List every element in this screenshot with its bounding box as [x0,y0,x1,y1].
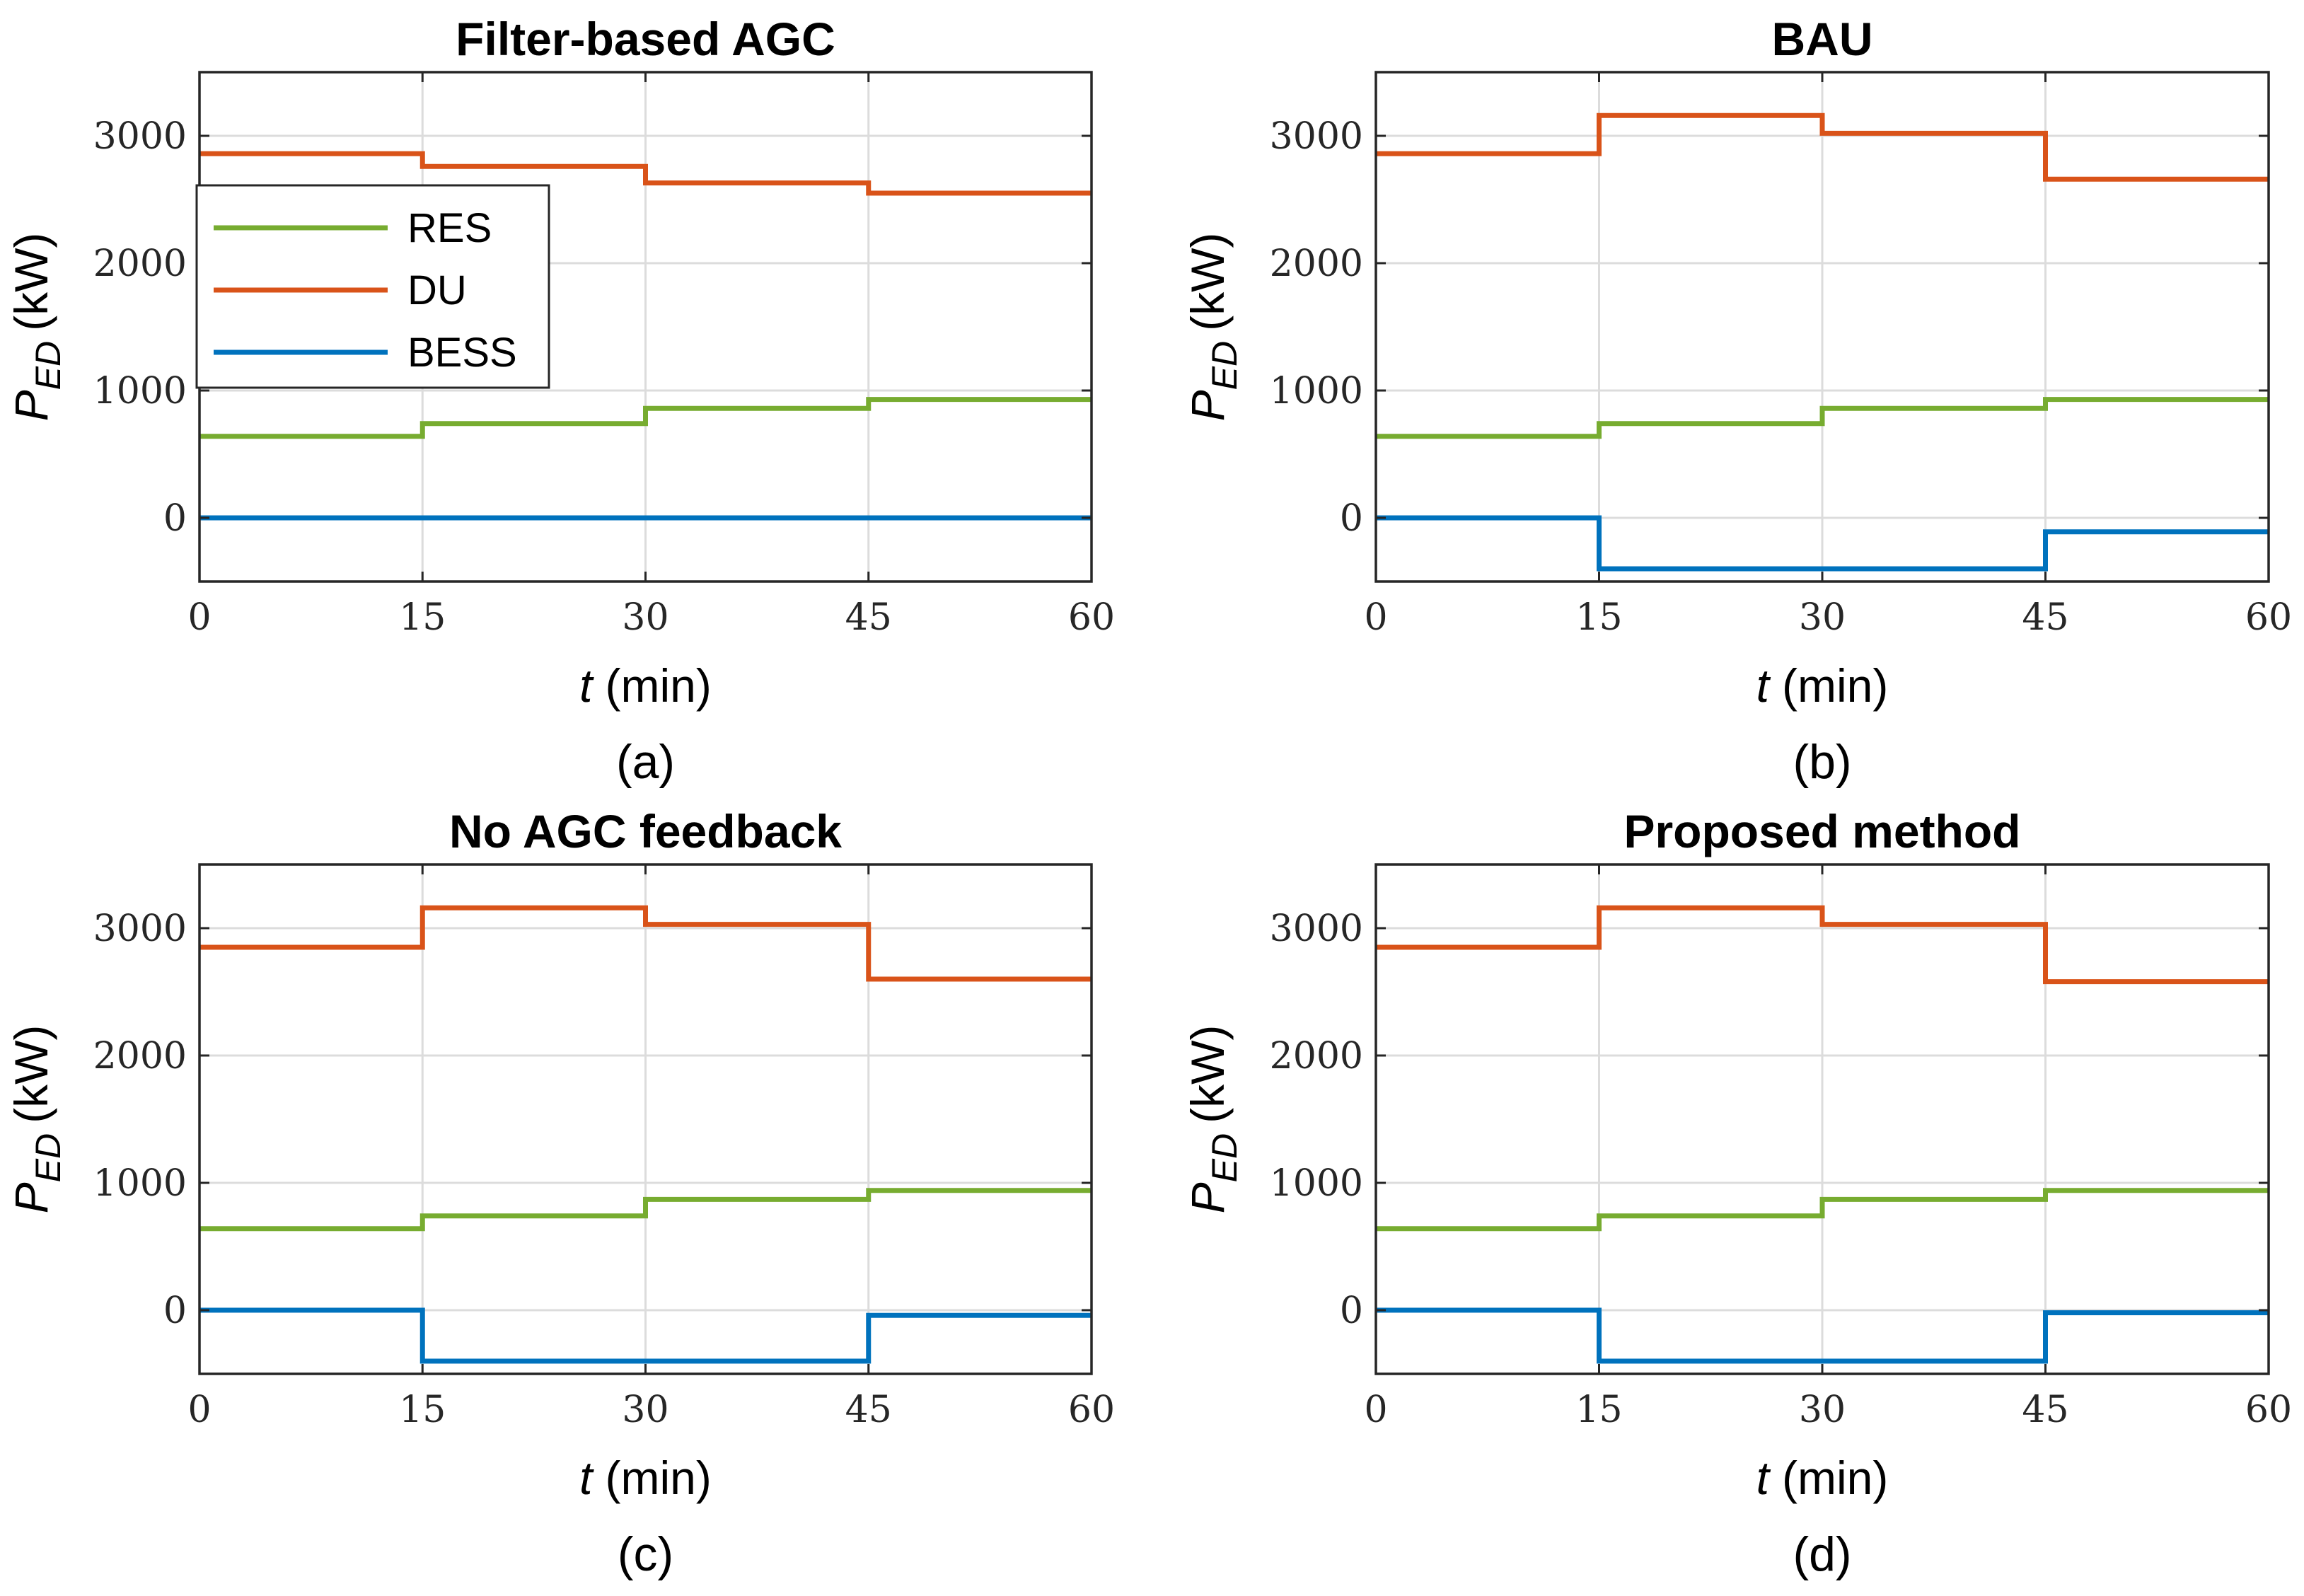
x-axis-label: t (min) [1756,1452,1889,1504]
y-tick-label: 0 [163,497,187,540]
x-tick-label: 60 [2245,1389,2292,1431]
y-tick-label: 3000 [1270,908,1363,950]
x-axis-var: t [579,659,594,712]
panel-caption: (a) [616,735,675,789]
x-tick-label: 15 [1575,596,1622,639]
y-axis-subscript: ED [28,341,68,390]
y-tick-label: 3000 [93,908,187,950]
y-tick-label: 1000 [93,1162,187,1205]
x-tick-label: 0 [1364,596,1387,639]
panel-title: BAU [1772,13,1873,65]
x-tick-label: 30 [622,596,668,639]
x-tick-label: 15 [1575,1389,1622,1431]
series-line-bess [199,1307,1092,1364]
x-axis-unit: (min) [606,1452,712,1504]
x-axis-var: t [1756,659,1771,712]
series-line-res [199,1188,1092,1232]
y-axis-var: P [5,390,57,421]
x-tick-label: 60 [1068,1389,1115,1431]
panel-title: Proposed method [1623,805,2020,857]
y-axis-label: PED (kW) [1181,1025,1244,1214]
x-axis-var: t [579,1452,594,1504]
y-tick-label: 2000 [1270,243,1363,285]
panel-title: Filter-based AGC [456,13,835,65]
x-tick-label: 0 [1364,1389,1387,1431]
y-axis-var: P [1181,1182,1234,1213]
panel-d: 0 15 30 45 60 0 1000 2000 3000 Proposed method t (m… [1181,805,2292,1581]
x-tick-label: 15 [399,1389,446,1431]
legend-label-bess: BESS [407,330,517,376]
x-axis-unit: (min) [606,659,712,712]
x-tick-label: 30 [1799,596,1846,639]
y-axis-unit: (kW) [5,1025,57,1123]
legend: RES DU BESS [195,184,550,389]
series-line-res [199,397,1092,439]
x-axis-var: t [1756,1452,1771,1504]
y-axis-label: PED (kW) [5,233,68,422]
y-axis-var: P [5,1182,57,1213]
x-tick-label: 45 [845,596,892,639]
x-axis-unit: (min) [1782,659,1888,712]
series-line-du [199,905,1092,982]
y-tick-label: 3000 [1270,115,1363,158]
x-tick-label: 30 [622,1389,668,1431]
series-line-du [1376,905,2269,985]
series-line-du [199,151,1092,196]
y-axis-var: P [1181,390,1234,421]
y-tick-label: 0 [1340,1290,1363,1332]
x-tick-label: 0 [187,596,211,639]
y-tick-label: 0 [1340,497,1363,540]
x-tick-label: 30 [1799,1389,1846,1431]
y-tick-label: 2000 [1270,1035,1363,1077]
x-tick-label: 0 [187,1389,211,1431]
x-axis-label: t (min) [579,659,712,712]
legend-label-du: DU [407,267,467,313]
panel-caption: (b) [1793,735,1851,789]
y-axis-subscript: ED [1205,1133,1244,1182]
y-axis-label: PED (kW) [5,1025,68,1214]
y-tick-label: 1000 [1270,1162,1363,1205]
x-tick-label: 60 [1068,596,1115,639]
y-axis-unit: (kW) [5,233,57,331]
series-line-bess [1376,1307,2269,1364]
y-tick-label: 0 [163,1290,187,1332]
x-axis-label: t (min) [579,1452,712,1504]
y-axis-unit: (kW) [1181,233,1234,331]
x-tick-label: 45 [845,1389,892,1431]
panel-caption: (c) [618,1527,673,1581]
panel-b: 0 15 30 45 60 0 1000 2000 3000 BAU t (min) PED (kW) (b… [1181,13,2292,789]
y-tick-label: 2000 [93,243,187,285]
series-line-bess [1376,515,2269,572]
x-tick-label: 60 [2245,596,2292,639]
legend-label-res: RES [407,205,492,251]
y-axis-label: PED (kW) [1181,233,1244,422]
series-line-res [1376,1188,2269,1232]
y-axis-unit: (kW) [1181,1025,1234,1123]
x-axis-unit: (min) [1782,1452,1888,1504]
x-tick-label: 45 [2022,596,2068,639]
y-axis-subscript: ED [28,1133,68,1182]
y-tick-label: 1000 [93,370,187,412]
y-axis-subscript: ED [1205,341,1244,390]
panel-title: No AGC feedback [449,805,842,857]
y-tick-label: 3000 [93,115,187,158]
series-line-du [1376,112,2269,182]
x-tick-label: 45 [2022,1389,2068,1431]
y-tick-label: 1000 [1270,370,1363,412]
x-tick-label: 15 [399,596,446,639]
series-line-res [1376,397,2269,439]
panel-caption: (d) [1793,1527,1851,1581]
panel-c: 0 15 30 45 60 0 1000 2000 3000 No AGC feedback t (m… [5,805,1115,1581]
x-axis-label: t (min) [1756,659,1889,712]
y-tick-label: 2000 [93,1035,187,1077]
